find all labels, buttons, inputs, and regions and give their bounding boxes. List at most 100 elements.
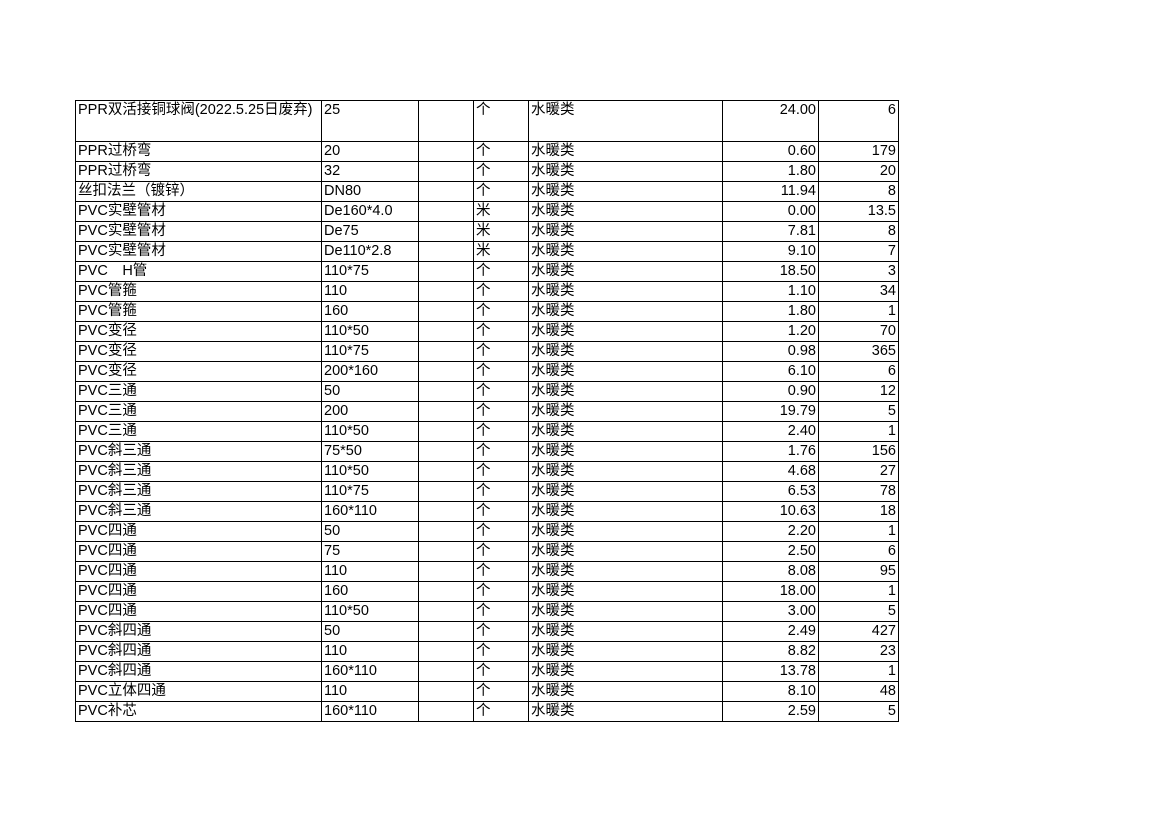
cell-spec: 25 <box>321 100 419 142</box>
cell-quantity: 13.5 <box>818 201 899 222</box>
cell-blank <box>418 581 474 602</box>
cell-quantity: 1 <box>818 301 899 322</box>
table-row: PVC四通 75 个水暖类 2.50 6 <box>75 541 899 562</box>
cell-category: 水暖类 <box>528 100 723 142</box>
cell-category: 水暖类 <box>528 141 723 162</box>
cell-quantity: 1 <box>818 581 899 602</box>
cell-item-name: PVC实壁管材 <box>75 241 322 262</box>
cell-blank <box>418 261 474 282</box>
cell-unit: 个 <box>473 421 529 442</box>
cell-price: 1.76 <box>722 441 819 462</box>
cell-blank <box>418 501 474 522</box>
cell-category: 水暖类 <box>528 641 723 662</box>
table-row: PPR双活接铜球阀(2022.5.25日废弃) 25 个水暖类 24.00 6 <box>75 100 899 142</box>
cell-item-name: PVC立体四通 <box>75 681 322 702</box>
cell-spec: De75 <box>321 221 419 242</box>
cell-blank <box>418 601 474 622</box>
cell-category: 水暖类 <box>528 521 723 542</box>
cell-spec: 110 <box>321 641 419 662</box>
cell-spec: 50 <box>321 521 419 542</box>
cell-item-name: PVC斜三通 <box>75 481 322 502</box>
cell-category: 水暖类 <box>528 341 723 362</box>
cell-category: 水暖类 <box>528 501 723 522</box>
table-row: PVC斜四通 160*110 个水暖类 13.78 1 <box>75 661 899 682</box>
cell-blank <box>418 681 474 702</box>
cell-category: 水暖类 <box>528 401 723 422</box>
cell-item-name: 丝扣法兰（镀锌） <box>75 181 322 202</box>
cell-unit: 个 <box>473 100 529 142</box>
cell-category: 水暖类 <box>528 281 723 302</box>
table-row: PVC变径 110*50 个水暖类 1.20 70 <box>75 321 899 342</box>
cell-quantity: 7 <box>818 241 899 262</box>
cell-category: 水暖类 <box>528 421 723 442</box>
cell-spec: 110*50 <box>321 421 419 442</box>
cell-unit: 个 <box>473 461 529 482</box>
cell-price: 8.82 <box>722 641 819 662</box>
cell-blank <box>418 221 474 242</box>
table-row: PVC四通 110 个水暖类 8.08 95 <box>75 561 899 582</box>
cell-item-name: PVC斜三通 <box>75 461 322 482</box>
cell-spec: 160 <box>321 581 419 602</box>
cell-item-name: PVC四通 <box>75 601 322 622</box>
cell-price: 0.98 <box>722 341 819 362</box>
cell-item-name: PVC补芯 <box>75 701 322 722</box>
cell-blank <box>418 181 474 202</box>
table-row: PVC管箍 110 个水暖类 1.10 34 <box>75 281 899 302</box>
cell-unit: 个 <box>473 361 529 382</box>
cell-unit: 个 <box>473 521 529 542</box>
cell-spec: 110*50 <box>321 461 419 482</box>
cell-blank <box>418 421 474 442</box>
cell-item-name: PVC变径 <box>75 361 322 382</box>
cell-quantity: 48 <box>818 681 899 702</box>
cell-unit: 个 <box>473 621 529 642</box>
cell-price: 2.40 <box>722 421 819 442</box>
cell-blank <box>418 561 474 582</box>
cell-blank <box>418 341 474 362</box>
table-row: PVC管箍 160 个水暖类 1.80 1 <box>75 301 899 322</box>
table-row: PVC斜三通 110*75 个水暖类 6.53 78 <box>75 481 899 502</box>
cell-item-name: PVC斜三通 <box>75 501 322 522</box>
cell-unit: 个 <box>473 161 529 182</box>
cell-price: 10.63 <box>722 501 819 522</box>
table-row: PVC斜三通 75*50 个水暖类 1.76 156 <box>75 441 899 462</box>
cell-price: 24.00 <box>722 100 819 142</box>
cell-category: 水暖类 <box>528 601 723 622</box>
cell-price: 18.00 <box>722 581 819 602</box>
cell-price: 11.94 <box>722 181 819 202</box>
cell-unit: 米 <box>473 241 529 262</box>
cell-item-name: PVC三通 <box>75 381 322 402</box>
cell-unit: 个 <box>473 341 529 362</box>
cell-item-name: PVC四通 <box>75 541 322 562</box>
cell-spec: 110*50 <box>321 601 419 622</box>
cell-quantity: 1 <box>818 421 899 442</box>
cell-price: 19.79 <box>722 401 819 422</box>
cell-category: 水暖类 <box>528 221 723 242</box>
table-row: PVC H管 110*75 个水暖类 18.50 3 <box>75 261 899 282</box>
cell-spec: De160*4.0 <box>321 201 419 222</box>
table-row: PPR过桥弯 32 个水暖类 1.80 20 <box>75 161 899 182</box>
table-row: PPR过桥弯 20 个水暖类 0.60 179 <box>75 141 899 162</box>
cell-category: 水暖类 <box>528 181 723 202</box>
cell-category: 水暖类 <box>528 461 723 482</box>
cell-unit: 个 <box>473 581 529 602</box>
cell-quantity: 78 <box>818 481 899 502</box>
table-row: PVC变径 110*75 个水暖类 0.98 365 <box>75 341 899 362</box>
cell-category: 水暖类 <box>528 561 723 582</box>
cell-category: 水暖类 <box>528 201 723 222</box>
cell-unit: 个 <box>473 141 529 162</box>
cell-item-name: PPR双活接铜球阀(2022.5.25日废弃) <box>75 100 322 142</box>
cell-spec: 200*160 <box>321 361 419 382</box>
cell-unit: 个 <box>473 301 529 322</box>
cell-spec: 200 <box>321 401 419 422</box>
cell-price: 1.10 <box>722 281 819 302</box>
cell-unit: 个 <box>473 261 529 282</box>
cell-spec: 110 <box>321 681 419 702</box>
table-row: PVC斜四通 50 个水暖类 2.49 427 <box>75 621 899 642</box>
cell-blank <box>418 281 474 302</box>
cell-price: 2.20 <box>722 521 819 542</box>
cell-price: 9.10 <box>722 241 819 262</box>
cell-item-name: PVC三通 <box>75 401 322 422</box>
cell-quantity: 156 <box>818 441 899 462</box>
cell-quantity: 95 <box>818 561 899 582</box>
cell-quantity: 12 <box>818 381 899 402</box>
